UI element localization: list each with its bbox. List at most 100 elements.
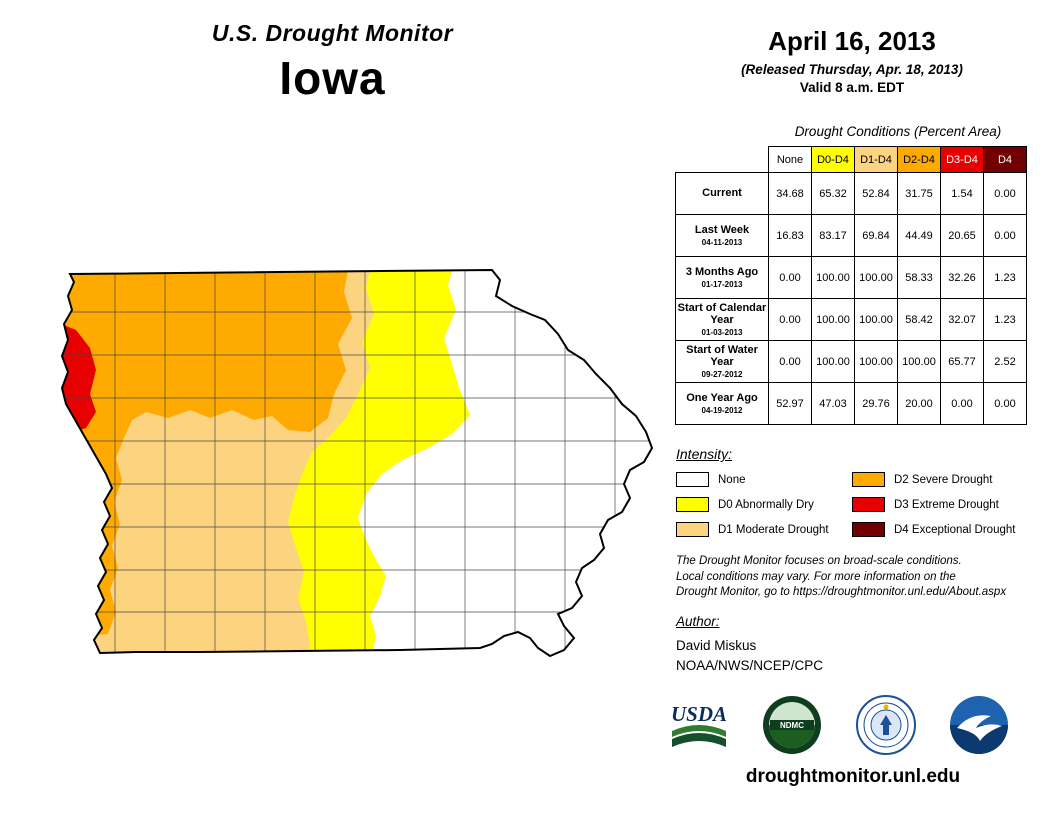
value-cell: 65.32 (811, 172, 855, 215)
value-cell: 100.00 (897, 340, 941, 383)
disclaimer-line: The Drought Monitor focuses on broad-sca… (676, 555, 962, 567)
legend-label: D4 Exceptional Drought (894, 523, 1016, 536)
table-row: Start of Calendar Year 01-03-2013 0.00 100.… (675, 298, 1027, 341)
value-cell: 0.00 (768, 340, 812, 383)
column-header-d1-d4: D1-D4 (854, 146, 898, 173)
noaa-logo (948, 694, 1010, 756)
row-label: 3 Months Ago 01-17-2013 (675, 256, 769, 299)
value-cell: 69.84 (854, 214, 898, 257)
legend-item-none: None (676, 472, 852, 487)
author-organization: NOAA/NWS/NCEP/CPC (676, 658, 824, 673)
intensity-legend: None D0 Abnormally Dry D1 Moderate Drought… (676, 467, 1056, 542)
table-corner-cell (675, 146, 769, 173)
commerce-seal-logo (855, 694, 917, 756)
table-title: Drought Conditions (Percent Area) (794, 124, 1002, 139)
value-cell: 32.26 (940, 256, 984, 299)
iowa-drought-map (40, 260, 670, 660)
column-header-d0-d4: D0-D4 (811, 146, 855, 173)
author-title: Author: (676, 614, 720, 629)
ndmc-logo: NDMC (761, 694, 823, 756)
map-region-d3 (62, 322, 96, 434)
legend-title: Intensity: (676, 446, 733, 462)
value-cell: 100.00 (811, 298, 855, 341)
valid-time: Valid 8 a.m. EDT (799, 80, 905, 95)
value-cell: 16.83 (768, 214, 812, 257)
disclaimer-text: The Drought Monitor focuses on broad-sca… (676, 554, 1006, 601)
value-cell: 32.07 (940, 298, 984, 341)
usda-logo: USDA (668, 694, 730, 756)
value-cell: 83.17 (811, 214, 855, 257)
value-cell: 58.33 (897, 256, 941, 299)
value-cell: 52.97 (768, 382, 812, 425)
value-cell: 100.00 (854, 340, 898, 383)
legend-label: D1 Moderate Drought (718, 523, 829, 536)
state-outline (60, 268, 654, 658)
legend-item-d3: D3 Extreme Drought (852, 497, 1056, 512)
value-cell: 31.75 (897, 172, 941, 215)
row-label: Last Week 04-11-2013 (675, 214, 769, 257)
value-cell: 34.68 (768, 172, 812, 215)
row-date: 01-17-2013 (701, 279, 743, 289)
legend-swatch-d3 (852, 497, 885, 512)
value-cell: 58.42 (897, 298, 941, 341)
value-cell: 44.49 (897, 214, 941, 257)
column-header-d2-d4: D2-D4 (897, 146, 941, 173)
value-cell: 1.23 (983, 256, 1027, 299)
title-block: U.S. Drought Monitor Iowa (130, 20, 535, 105)
column-header-none: None (768, 146, 812, 173)
value-cell: 1.54 (940, 172, 984, 215)
value-cell: 100.00 (811, 340, 855, 383)
drought-conditions-table: None D0-D4 D1-D4 D2-D4 D3-D4 D4 Current 34.68 6… (675, 146, 1027, 425)
value-cell: 29.76 (854, 382, 898, 425)
value-cell: 20.65 (940, 214, 984, 257)
legend-label: D3 Extreme Drought (894, 498, 999, 511)
legend-swatch-none (676, 472, 709, 487)
report-date: April 16, 2013 (768, 26, 936, 56)
legend-swatch-d4 (852, 522, 885, 537)
value-cell: 47.03 (811, 382, 855, 425)
date-block: April 16, 2013 (Released Thursday, Apr. … (698, 26, 1006, 95)
value-cell: 65.77 (940, 340, 984, 383)
column-header-d3-d4: D3-D4 (940, 146, 984, 173)
agency-logos: USDA NDMC (668, 694, 1010, 756)
table-row: One Year Ago 04-19-2012 52.97 47.03 29.76 20.… (675, 382, 1027, 425)
value-cell: 1.23 (983, 298, 1027, 341)
legend-item-d4: D4 Exceptional Drought (852, 522, 1056, 537)
value-cell: 100.00 (854, 256, 898, 299)
map-region-d2 (62, 270, 352, 638)
county-grid-lines (62, 270, 652, 656)
page-title: U.S. Drought Monitor (211, 20, 454, 46)
disclaimer-line: Drought Monitor, go to https://droughtmo… (676, 586, 1007, 599)
value-cell: 0.00 (983, 214, 1027, 257)
legend-label: D0 Abnormally Dry (718, 498, 814, 511)
legend-item-d1: D1 Moderate Drought (676, 522, 852, 537)
row-label: Start of Calendar Year 01-03-2013 (675, 298, 769, 341)
row-label: Start of Water Year 09-27-2012 (675, 340, 769, 383)
table-row: Current 34.68 65.32 52.84 31.75 1.54 0.00 (675, 172, 1027, 215)
legend-item-d0: D0 Abnormally Dry (676, 497, 852, 512)
row-label: One Year Ago 04-19-2012 (675, 382, 769, 425)
value-cell: 0.00 (768, 256, 812, 299)
row-date: 04-19-2012 (701, 405, 743, 415)
table-row: Start of Water Year 09-27-2012 0.00 100.00 1… (675, 340, 1027, 383)
value-cell: 0.00 (940, 382, 984, 425)
author-name: David Miskus (676, 638, 757, 653)
usda-logo-text: USDA (671, 702, 727, 726)
legend-swatch-d1 (676, 522, 709, 537)
author-block: Author: David Miskus NOAA/NWS/NCEP/CPC (676, 614, 823, 673)
value-cell: 0.00 (983, 382, 1027, 425)
value-cell: 100.00 (811, 256, 855, 299)
value-cell: 20.00 (897, 382, 941, 425)
released-date: (Released Thursday, Apr. 18, 2013) (741, 62, 963, 77)
legend-label: D2 Severe Drought (894, 473, 993, 486)
value-cell: 2.52 (983, 340, 1027, 383)
disclaimer-line: Local conditions may vary. For more info… (676, 570, 956, 583)
value-cell: 0.00 (983, 172, 1027, 215)
column-header-d4: D4 (983, 146, 1027, 173)
state-name: Iowa (279, 52, 386, 104)
row-date: 01-03-2013 (701, 328, 743, 338)
legend-swatch-d0 (676, 497, 709, 512)
value-cell: 52.84 (854, 172, 898, 215)
table-header-row: None D0-D4 D1-D4 D2-D4 D3-D4 D4 (675, 146, 1027, 173)
